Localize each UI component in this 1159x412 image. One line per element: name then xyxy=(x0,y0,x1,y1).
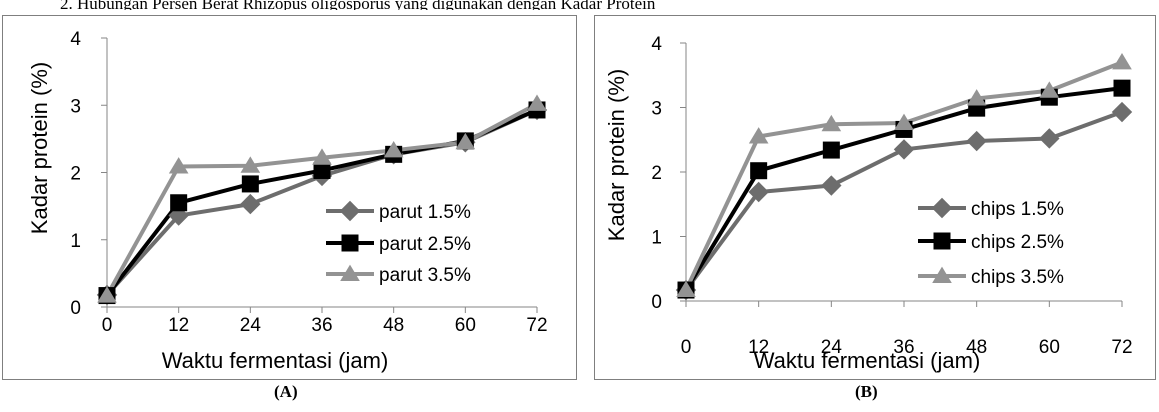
chart-b-y-tick-label: 2 xyxy=(651,163,662,184)
chart-b-legend-label: chips 3.5% xyxy=(971,267,1064,288)
chart-a-legend-marker xyxy=(340,264,360,282)
chart-b-data-point xyxy=(821,114,842,132)
chart-b-data-point xyxy=(748,127,769,144)
chart-b-x-tick-label: 72 xyxy=(1111,337,1132,358)
chart-a-data-point xyxy=(240,156,261,173)
chart-a-legend-label: parut 2.5% xyxy=(379,234,471,255)
chart-b-x-tick-label: 36 xyxy=(893,337,914,358)
chart-b-y-tick-label: 3 xyxy=(651,99,662,120)
chart-a-x-tick-label: 12 xyxy=(168,315,189,336)
chart-a-data-point xyxy=(97,286,117,303)
chart-b-data-point xyxy=(676,280,696,298)
chart-b-legend-label: chips 2.5% xyxy=(971,232,1064,253)
chart-a-y-tick-label: 3 xyxy=(70,96,81,117)
chart-b-data-point xyxy=(894,113,914,130)
chart-a-legend-marker xyxy=(339,200,361,222)
chart-a-y-axis-label: Kadar protein (%) xyxy=(27,62,52,234)
chart-b-frame xyxy=(594,15,1156,380)
chart-a-data-point xyxy=(312,148,332,165)
chart-b-x-tick-label: 60 xyxy=(1039,337,1060,358)
chart-a-x-axis-label: Waktu fermentasi (jam) xyxy=(162,348,389,373)
chart-a-y-tick-label: 1 xyxy=(70,231,81,252)
chart-a-y-tick-label: 0 xyxy=(70,298,81,319)
chart-b-legend-marker xyxy=(932,266,952,284)
chart-a-x-tick-label: 60 xyxy=(455,315,476,336)
chart-b-data-point xyxy=(1113,79,1131,97)
chart-b-y-tick-label: 4 xyxy=(651,34,662,55)
chart-a-data-point xyxy=(241,175,259,193)
chart-a-legend-marker xyxy=(341,234,359,252)
chart-b-x-axis-label: Waktu fermentasi (jam) xyxy=(754,348,981,373)
chart-a-data-point xyxy=(240,193,261,215)
chart-b-data-point xyxy=(821,175,842,196)
chart-b-data-point xyxy=(750,162,768,180)
chart-b-legend-marker xyxy=(931,197,953,219)
chart-a-data-point xyxy=(383,140,404,158)
chart-b-y-axis-label: Kadar protein (%) xyxy=(604,69,629,241)
chart-b-data-point xyxy=(748,181,769,203)
chart-b-data-point xyxy=(1039,81,1060,98)
chart-a-data-point xyxy=(455,132,476,150)
chart-a-frame xyxy=(2,15,577,380)
chart-b-data-point xyxy=(966,130,987,152)
chart-a-x-tick-label: 24 xyxy=(240,315,262,336)
chart-b-legend-label: chips 1.5% xyxy=(971,199,1064,220)
chart-b-x-tick-label: 12 xyxy=(748,337,769,358)
chart-b-data-point xyxy=(1039,128,1060,149)
section-heading: 2. Hubungan Persen Berat Rhizopus oligos… xyxy=(60,0,656,10)
chart-a-data-point xyxy=(313,161,331,179)
chart-b-x-tick-label: 24 xyxy=(821,337,843,358)
chart-a-y-tick-label: 2 xyxy=(70,164,81,185)
chart-b-x-tick-label: 0 xyxy=(681,337,692,358)
chart-b-y-tick-label: 1 xyxy=(651,228,662,249)
chart-a-x-tick-label: 48 xyxy=(383,315,404,336)
chart-b-y-tick-label: 0 xyxy=(651,292,662,313)
chart-a-data-point xyxy=(168,157,189,174)
chart-a-legend-label: parut 3.5% xyxy=(379,265,471,286)
chart-a-data-point xyxy=(527,94,547,111)
chart-b-x-tick-label: 48 xyxy=(966,337,987,358)
caption-b: (B) xyxy=(855,382,878,401)
chart-b-legend-marker xyxy=(933,232,951,250)
chart-b-data-point xyxy=(1112,53,1132,70)
caption-a: (A) xyxy=(274,382,298,401)
chart-a-y-tick-label: 4 xyxy=(70,29,81,50)
chart-a-data-point xyxy=(170,194,188,212)
chart-b-data-point xyxy=(1111,101,1133,123)
chart-b-data-point xyxy=(893,139,915,160)
chart-a-x-tick-label: 72 xyxy=(526,315,547,336)
chart-a-x-tick-label: 36 xyxy=(311,315,332,336)
chart-a-x-tick-label: 0 xyxy=(102,315,113,336)
chart-a-legend-label: parut 1.5% xyxy=(379,202,471,223)
chart-b-data-point xyxy=(966,89,987,106)
chart-b-data-point xyxy=(822,141,840,159)
